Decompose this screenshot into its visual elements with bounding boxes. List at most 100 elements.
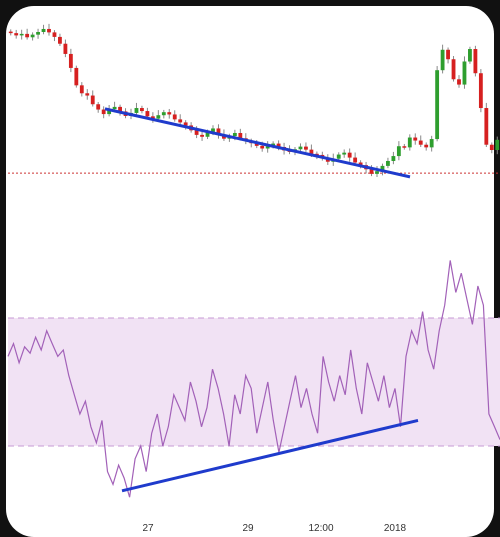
candle <box>342 149 347 158</box>
candle-body <box>342 152 347 155</box>
candle-body <box>211 128 215 132</box>
candle-body <box>134 108 139 113</box>
candle-body <box>63 43 68 54</box>
candle <box>353 152 358 165</box>
candle-body <box>68 53 73 68</box>
candle-body <box>407 137 412 148</box>
candle <box>402 143 407 150</box>
candle-body <box>468 49 472 62</box>
candle-body <box>435 70 440 140</box>
candle <box>52 30 57 42</box>
candle-body <box>107 109 112 115</box>
candle-body <box>260 145 265 149</box>
candle-body <box>402 146 407 148</box>
candle <box>435 66 440 142</box>
candle-body <box>118 106 122 112</box>
candle-body <box>85 93 90 96</box>
candle <box>36 28 40 39</box>
candle <box>446 47 450 64</box>
candle-body <box>238 132 243 139</box>
candle <box>265 141 270 153</box>
candle <box>30 32 35 41</box>
candle-body <box>386 160 390 166</box>
candle <box>462 56 467 89</box>
candle <box>156 110 161 121</box>
candle <box>47 23 51 36</box>
candle-body <box>150 116 155 119</box>
x-tick-label: 12:00 <box>308 523 333 534</box>
candle-body <box>396 146 401 157</box>
candle <box>118 104 122 116</box>
candle-body <box>47 28 51 33</box>
candle <box>484 102 489 147</box>
candle-body <box>473 49 478 74</box>
x-axis: 27 29 12:00 2018 <box>142 523 406 534</box>
candle-body <box>194 130 199 135</box>
candle-body <box>19 33 24 36</box>
candle-body <box>418 140 423 145</box>
candle-body <box>205 131 210 137</box>
candle-body <box>52 32 57 37</box>
candle <box>58 33 62 46</box>
candle <box>74 65 79 88</box>
candle-body <box>8 31 13 34</box>
oscillator-panel <box>7 260 500 498</box>
candle <box>101 106 106 119</box>
candle-body <box>440 49 445 71</box>
candle <box>25 28 30 40</box>
candle <box>451 56 456 82</box>
price-panel <box>8 23 500 179</box>
candle <box>396 141 401 161</box>
candle-body <box>347 152 352 158</box>
candle-body <box>96 104 101 110</box>
candle <box>161 109 166 119</box>
candle <box>167 108 172 119</box>
candle-body <box>178 119 183 123</box>
candle <box>216 124 221 139</box>
candle-body <box>265 146 270 149</box>
candle-body <box>309 149 314 154</box>
candle-body <box>25 33 30 38</box>
candle-body <box>478 73 483 109</box>
candle-body <box>375 171 379 174</box>
candle <box>478 69 483 113</box>
candle <box>79 82 84 97</box>
candle-body <box>172 114 177 120</box>
candle <box>172 110 177 122</box>
candle <box>457 75 461 88</box>
candle <box>413 133 418 145</box>
candle-body <box>200 134 204 137</box>
candle-body <box>451 59 456 80</box>
candle <box>440 44 445 74</box>
candle-body <box>79 85 84 94</box>
price-trendline <box>104 107 411 179</box>
candle <box>489 142 494 154</box>
candle-body <box>298 146 303 150</box>
candle-body <box>30 34 35 38</box>
candle-body <box>336 154 341 159</box>
candle <box>178 114 183 126</box>
candle-body <box>90 95 95 105</box>
candle-body <box>462 61 467 85</box>
candle-body <box>484 108 489 145</box>
candle-body <box>304 146 308 150</box>
candle <box>41 24 46 35</box>
candle-body <box>495 139 500 151</box>
candle-body <box>161 112 166 116</box>
candle <box>386 157 390 169</box>
candle-body <box>216 128 221 135</box>
candle <box>19 29 24 40</box>
candle <box>495 136 500 155</box>
candle <box>473 45 478 77</box>
candle <box>468 46 472 64</box>
candle-body <box>167 112 172 115</box>
candle-body <box>36 31 40 35</box>
candle <box>140 105 144 114</box>
candle-body <box>140 108 144 112</box>
candle-body <box>101 109 106 115</box>
candle-body <box>156 115 161 119</box>
candle <box>304 142 308 152</box>
candle-body <box>391 156 396 161</box>
oscillator-trendline <box>121 418 419 493</box>
candle-body <box>353 157 358 163</box>
